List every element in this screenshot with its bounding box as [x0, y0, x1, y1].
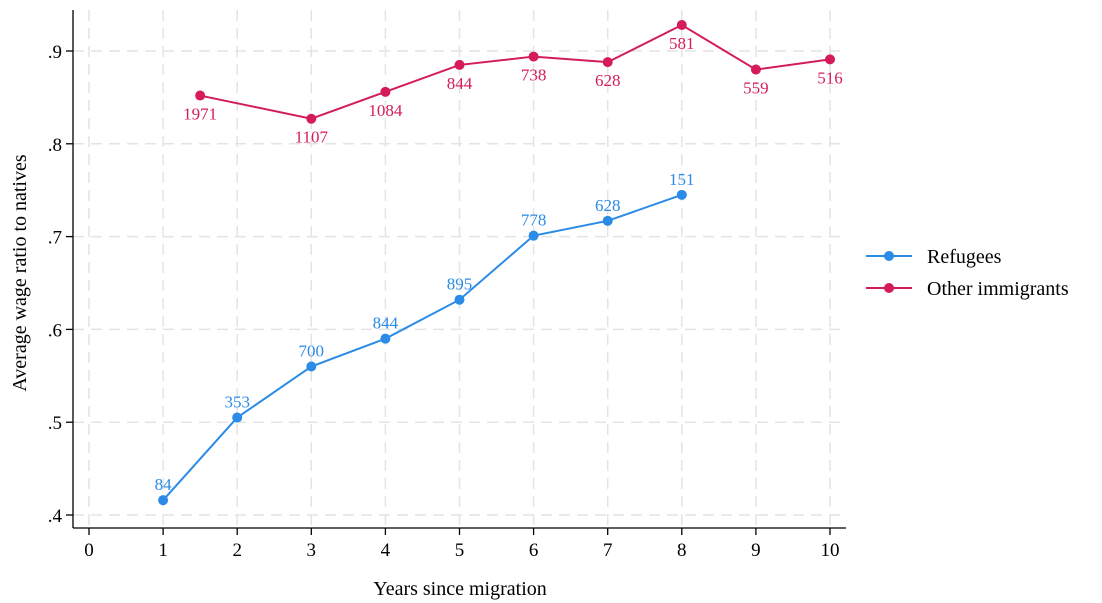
data-point: [750, 64, 761, 75]
series-layer: 84 353 700 844 895 778 628 151 1971 1107 1084 844 73…: [155, 20, 843, 506]
data-label: 84: [155, 475, 173, 494]
legend: Refugees Other immigrants: [866, 246, 1069, 300]
y-tick-label: .5: [48, 413, 62, 434]
x-axis-label: Years since migration: [373, 578, 547, 600]
data-point: [676, 189, 687, 200]
data-label: 778: [521, 211, 547, 230]
data-label: 738: [521, 66, 547, 85]
x-tick-label: 10: [821, 540, 840, 561]
data-label: 516: [817, 68, 843, 87]
data-point: [232, 412, 243, 423]
data-label: 151: [669, 170, 695, 189]
data-label: 895: [447, 275, 473, 294]
y-tick-label: .4: [48, 506, 63, 527]
x-tick-label: 2: [232, 540, 242, 561]
data-point: [380, 333, 391, 344]
data-point: [454, 294, 465, 305]
data-label: 844: [373, 314, 399, 333]
data-point: [825, 54, 835, 65]
axes: .4 .5 .6 .7 .8 .9 0 1 2 3 4 5 6 7 8 9 10: [48, 10, 846, 561]
data-point: [528, 230, 539, 241]
data-label: 628: [595, 196, 621, 215]
data-point: [306, 113, 317, 124]
data-label: 559: [743, 79, 769, 98]
data-point: [195, 90, 206, 101]
series-other-immigrants: 1971 1107 1084 844 738 628 581 559 516: [183, 20, 843, 147]
legend-swatch-marker: [884, 283, 894, 293]
series-line: [162, 193, 683, 501]
data-label: 1084: [368, 101, 403, 120]
x-tick-label: 6: [529, 540, 539, 561]
series-refugees: 84 353 700 844 895 778 628 151: [155, 170, 695, 506]
x-tick-label: 5: [455, 540, 465, 561]
y-tick-label: .8: [48, 135, 62, 156]
data-label: 353: [224, 393, 250, 412]
series-line: [199, 23, 831, 120]
x-tick-label: 1: [158, 540, 168, 561]
data-label: 581: [669, 34, 695, 53]
legend-entry: Refugees: [866, 246, 1002, 268]
x-tick-label: 8: [677, 540, 687, 561]
data-point: [528, 51, 539, 62]
data-label: 700: [299, 342, 325, 361]
data-label: 844: [447, 74, 473, 93]
legend-entry: Other immigrants: [866, 278, 1069, 300]
data-point: [158, 495, 169, 506]
data-label: 1107: [295, 128, 329, 147]
x-tick-label: 4: [381, 540, 391, 561]
data-point: [602, 57, 613, 68]
data-point: [306, 361, 317, 372]
data-point: [602, 215, 613, 226]
grid-lines: [73, 10, 846, 528]
data-point: [676, 20, 687, 31]
data-label: 1971: [183, 105, 217, 124]
legend-label: Refugees: [927, 246, 1002, 268]
y-tick-label: .9: [48, 42, 62, 63]
data-point: [380, 86, 391, 97]
legend-swatch-marker: [884, 251, 894, 261]
data-point: [454, 59, 465, 70]
y-tick-label: .6: [48, 320, 62, 341]
y-tick-label: .7: [48, 228, 62, 249]
x-tick-label: 3: [307, 540, 317, 561]
legend-label: Other immigrants: [927, 278, 1069, 300]
x-tick-label: 7: [603, 540, 613, 561]
data-label: 628: [595, 71, 621, 90]
x-tick-label: 0: [84, 540, 94, 561]
x-tick-label: 9: [751, 540, 761, 561]
y-axis-label: Average wage ratio to natives: [9, 154, 31, 392]
